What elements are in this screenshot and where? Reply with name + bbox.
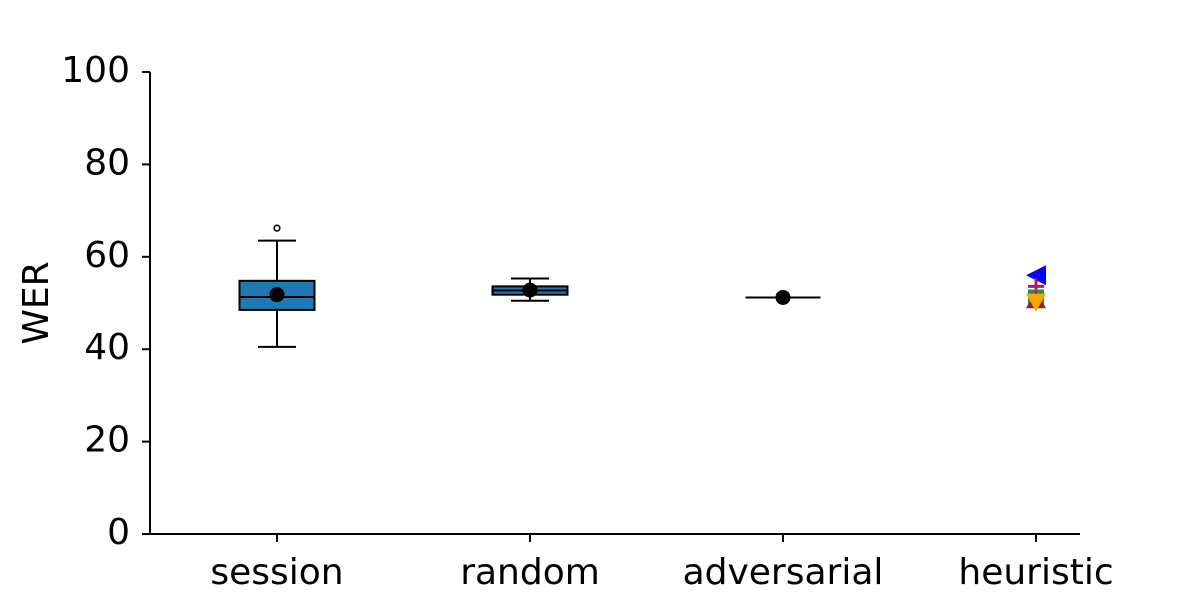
y-tick-label: 80 xyxy=(84,142,130,183)
x-tick-label: heuristic xyxy=(958,552,1113,593)
mean-marker xyxy=(269,287,285,303)
x-tick-label: session xyxy=(210,552,343,593)
box-adversarial xyxy=(745,289,821,305)
outlier-point xyxy=(273,224,281,232)
y-tick-label: 0 xyxy=(107,512,130,553)
x-axis-ticks: session random adversarial heuristic xyxy=(210,534,1114,593)
y-tick-label: 60 xyxy=(84,235,130,276)
box-random xyxy=(491,277,569,302)
y-tick-label: 40 xyxy=(84,327,130,368)
x-tick-label: random xyxy=(460,552,600,593)
y-axis-label: WER xyxy=(16,261,57,344)
mean-marker xyxy=(522,282,538,298)
y-tick-label: 100 xyxy=(61,50,130,91)
heuristic-marker xyxy=(1026,293,1046,312)
box-plots xyxy=(238,224,821,348)
box-session xyxy=(238,224,316,348)
heuristic-markers xyxy=(1026,265,1046,312)
heuristic-marker xyxy=(1026,265,1046,286)
x-tick-label: adversarial xyxy=(683,552,884,593)
mean-marker xyxy=(775,289,791,305)
y-tick-label: 20 xyxy=(84,420,130,461)
y-axis-ticks: 0 20 40 60 80 100 xyxy=(61,50,150,553)
